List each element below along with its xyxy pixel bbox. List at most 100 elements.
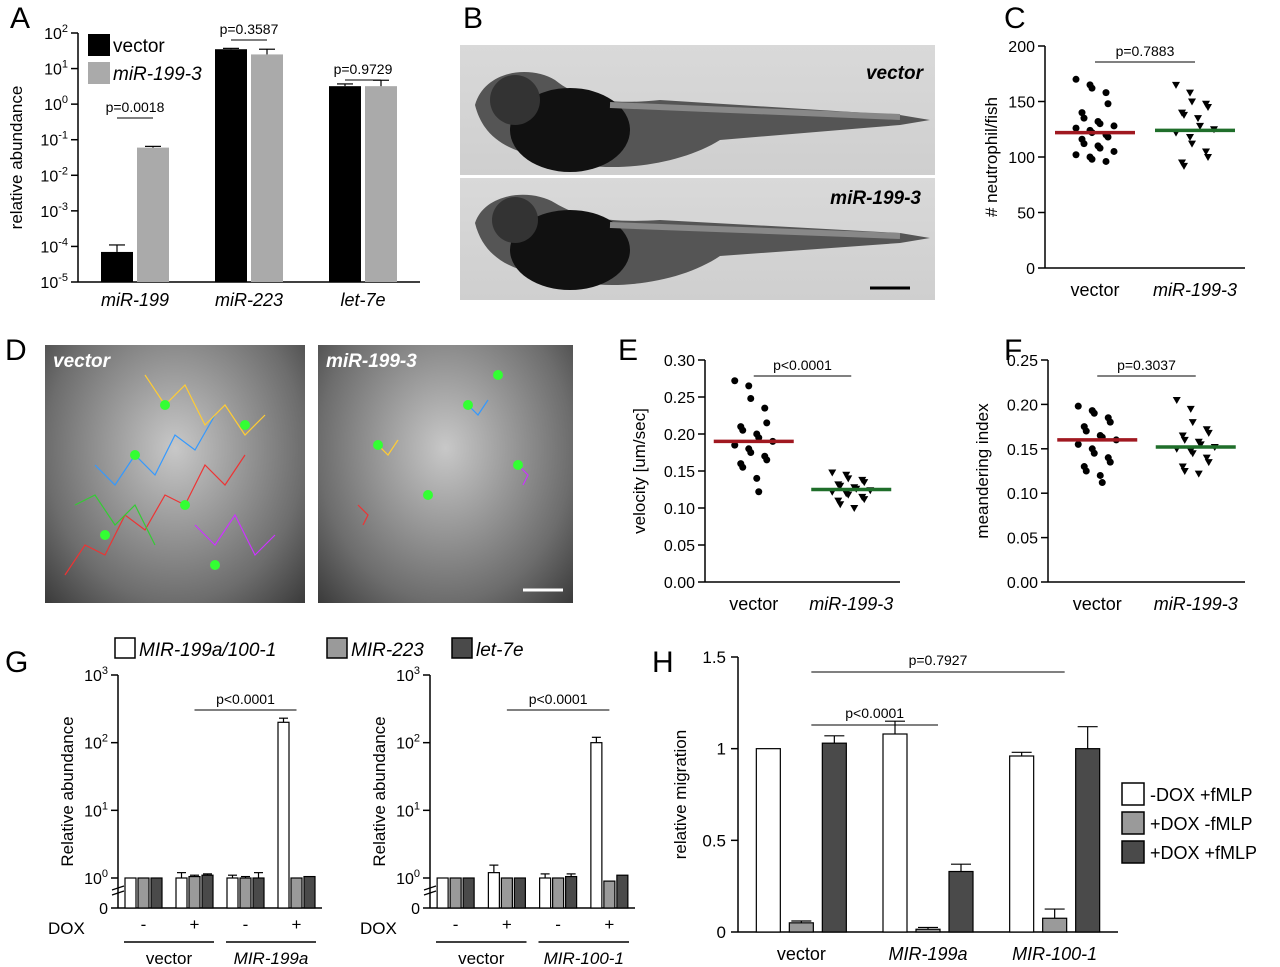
panel-b-label-mir: miR-199-3: [830, 188, 921, 209]
panel-f-point: [1082, 467, 1090, 475]
panel-letter-g: G: [5, 646, 28, 679]
panel-letter-e: E: [618, 334, 638, 367]
panel-e-point: [828, 469, 837, 477]
panel-h-bar: [948, 870, 974, 933]
panel-e-point: [834, 497, 843, 505]
zebrafish-larva-mir: [475, 194, 930, 290]
panel-c-y-tick-label: 50: [1017, 206, 1035, 223]
panel-c-point: [1088, 84, 1096, 92]
panel-g2-group-label: vector: [458, 949, 505, 967]
panel-e-y-tick-label: 0.15: [664, 464, 695, 481]
panel-f-point: [1074, 440, 1082, 448]
panel-a-legend-label: vector: [113, 36, 165, 57]
panel-e-y-label: velocity [um/sec]: [630, 408, 649, 534]
panel-e-point: [731, 441, 739, 449]
panel-g1-axis-break: [111, 885, 125, 891]
panel-e-point: [755, 488, 763, 496]
panel-f-point: [1178, 463, 1187, 471]
panel-a-legend-label: miR-199-3: [113, 64, 202, 85]
panel-g2-bar: [513, 877, 526, 909]
panel-g1-y-tick-label: 100: [84, 868, 108, 888]
panel-h-y-tick-label: 0.5: [702, 831, 726, 850]
panel-a-p-value: p=0.3587: [220, 21, 279, 37]
panel-f-point: [1090, 409, 1098, 417]
panel-g1-dox-label: -: [141, 915, 147, 934]
panel-c-point: [1180, 111, 1188, 119]
panel-g2-y-label: Relative abundance: [370, 716, 389, 866]
panel-c-point: [1096, 144, 1104, 152]
panel-g1-y-tick-label: 101: [84, 800, 108, 820]
panel-f-y-tick-label: 0.20: [1007, 397, 1038, 414]
panel-f-point: [1202, 454, 1211, 462]
panel-e-y-tick-label: 0.10: [664, 501, 695, 518]
panel-c-y-label: # neutrophil/fish: [982, 97, 1001, 217]
panel-a-y-tick-label: 102: [44, 23, 68, 43]
panel-e-point: [761, 404, 769, 412]
panel-f-x-tick-label: vector: [1073, 594, 1122, 614]
panel-h-legend-label: -DOX +fMLP: [1150, 785, 1253, 805]
panel-f-point: [1096, 471, 1104, 479]
panel-h-x-tick-label: vector: [777, 944, 826, 964]
neutrophil-tracks-mir: [357, 370, 563, 592]
panel-g-legend-label: MIR-199a/100-1: [139, 640, 276, 661]
panel-e-y-tick-label: 0.05: [664, 538, 695, 555]
panel-h-legend-swatch: [1121, 782, 1145, 806]
panel-g2-axis-break: [423, 885, 437, 891]
panel-a-legend-swatch: [88, 62, 110, 84]
panel-c-point: [1072, 124, 1080, 132]
panel-e-y-tick-label: 0.30: [664, 353, 695, 370]
panel-h-p-value: p<0.0001: [845, 705, 904, 721]
panel-g2-bar: [603, 880, 616, 909]
panel-e-point: [739, 463, 747, 471]
panel-c-point: [1188, 140, 1196, 148]
panel-g1-y-tick-label: 103: [84, 665, 108, 685]
panel-f-y-tick-label: 0.15: [1007, 442, 1038, 459]
panel-f-point: [1196, 441, 1205, 449]
panel-c-point: [1102, 89, 1110, 97]
panel-g1-y-tick-label: 102: [84, 733, 108, 753]
panel-e-p-value: p<0.0001: [773, 357, 832, 373]
panel-h-bar: [755, 748, 781, 933]
panel-g1-dox-label: +: [190, 915, 200, 934]
panel-h-y-label: relative migration: [671, 730, 690, 859]
panel-c-point: [1080, 114, 1088, 122]
panel-c-y-tick-label: 100: [1008, 150, 1035, 167]
panel-g1-bar: [150, 877, 163, 909]
panel-a-bar: [215, 49, 247, 282]
panel-g1-axis-break: [111, 890, 125, 896]
panel-h-bar: [788, 922, 814, 933]
panel-c-x-tick-label: miR-199-3: [1153, 280, 1237, 300]
panel-c-point: [1104, 100, 1112, 108]
panel-g-legend-label: let-7e: [476, 640, 524, 661]
panel-f-point: [1106, 418, 1114, 426]
panel-e-point: [844, 475, 853, 483]
panel-e-x-tick-label: vector: [729, 594, 778, 614]
panel-g2-dox-label: +: [502, 915, 512, 934]
panel-c-point: [1204, 154, 1212, 161]
panel-f-point: [1204, 429, 1213, 437]
panel-f-point: [1090, 449, 1098, 457]
panel-g2-dox-label: -: [555, 915, 561, 934]
panel-a-p-value: p=0.9729: [334, 61, 393, 77]
panel-g2-bar: [449, 877, 462, 909]
panel-a-x-tick-label: miR-223: [215, 290, 283, 310]
neutrophil-tracks-vector: [64, 374, 276, 576]
panel-h-y-tick-label: 1.5: [702, 648, 726, 667]
panel-g1-bar: [277, 721, 290, 909]
panel-c-point: [1204, 104, 1212, 112]
panel-f-point: [1178, 432, 1187, 440]
panel-e-point: [739, 426, 747, 434]
panel-g-legend-swatch: [326, 637, 348, 659]
panel-h-legend-swatch: [1121, 840, 1145, 864]
panel-f-point: [1172, 396, 1181, 404]
panel-c-x-tick-label: vector: [1070, 280, 1119, 300]
panel-f-point: [1188, 450, 1197, 458]
panel-c-y-tick-label: 150: [1008, 95, 1035, 112]
panel-e-point: [731, 377, 739, 385]
panel-e-point: [860, 479, 869, 487]
panel-g1-group-label: MIR-199a: [234, 949, 309, 967]
panel-e-point: [755, 434, 763, 442]
panel-h-y-tick-label: 1: [717, 740, 726, 759]
panel-g1-bar: [175, 877, 188, 909]
panel-e-point: [860, 496, 869, 504]
